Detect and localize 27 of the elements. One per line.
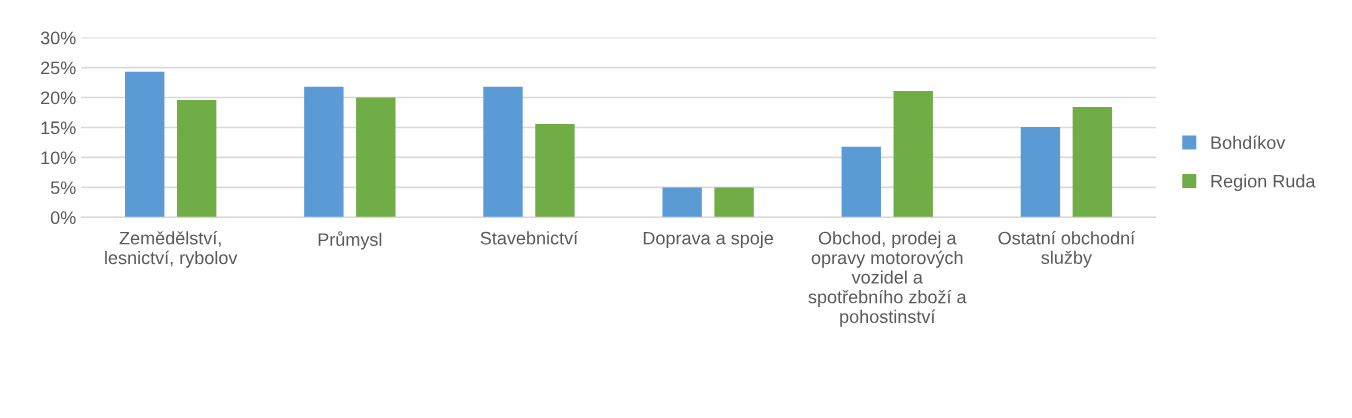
- bar: [483, 86, 523, 218]
- legend-label: Region Ruda: [1211, 174, 1316, 192]
- bar: [304, 86, 344, 218]
- x-tick-label: Stavebnictví: [480, 231, 579, 245]
- legend-label: Bohdíkov: [1211, 135, 1286, 150]
- bar: [356, 97, 396, 218]
- y-tick-label: 5%: [50, 181, 76, 195]
- bar: [714, 187, 754, 218]
- y-tick-label: 0%: [50, 211, 76, 225]
- bar: [176, 99, 217, 218]
- x-tick-label: Ostatní obchodní služby: [998, 231, 1136, 268]
- bar: [662, 187, 702, 218]
- bar: [1072, 107, 1113, 218]
- y-tick-label: 10%: [41, 151, 76, 165]
- bar: [535, 123, 575, 218]
- y-tick-label: 25%: [41, 61, 76, 75]
- x-tick-label: Doprava a spoje: [643, 231, 774, 249]
- bar: [1020, 126, 1061, 218]
- bar: [893, 90, 933, 218]
- y-tick-label: 20%: [41, 91, 76, 105]
- x-tick-label: Zemědělství, lesnictví, rybolov: [105, 231, 238, 268]
- y-tick-label: 30%: [40, 31, 76, 45]
- bar: [841, 146, 881, 218]
- bar: [125, 71, 165, 218]
- y-tick-label: 15%: [41, 121, 76, 135]
- x-tick-label: Průmysl: [318, 231, 382, 250]
- x-tick-label: Obchod, prodej a opravy motorových vozidel a spotřebního zboží a pohostinství: [808, 231, 967, 327]
